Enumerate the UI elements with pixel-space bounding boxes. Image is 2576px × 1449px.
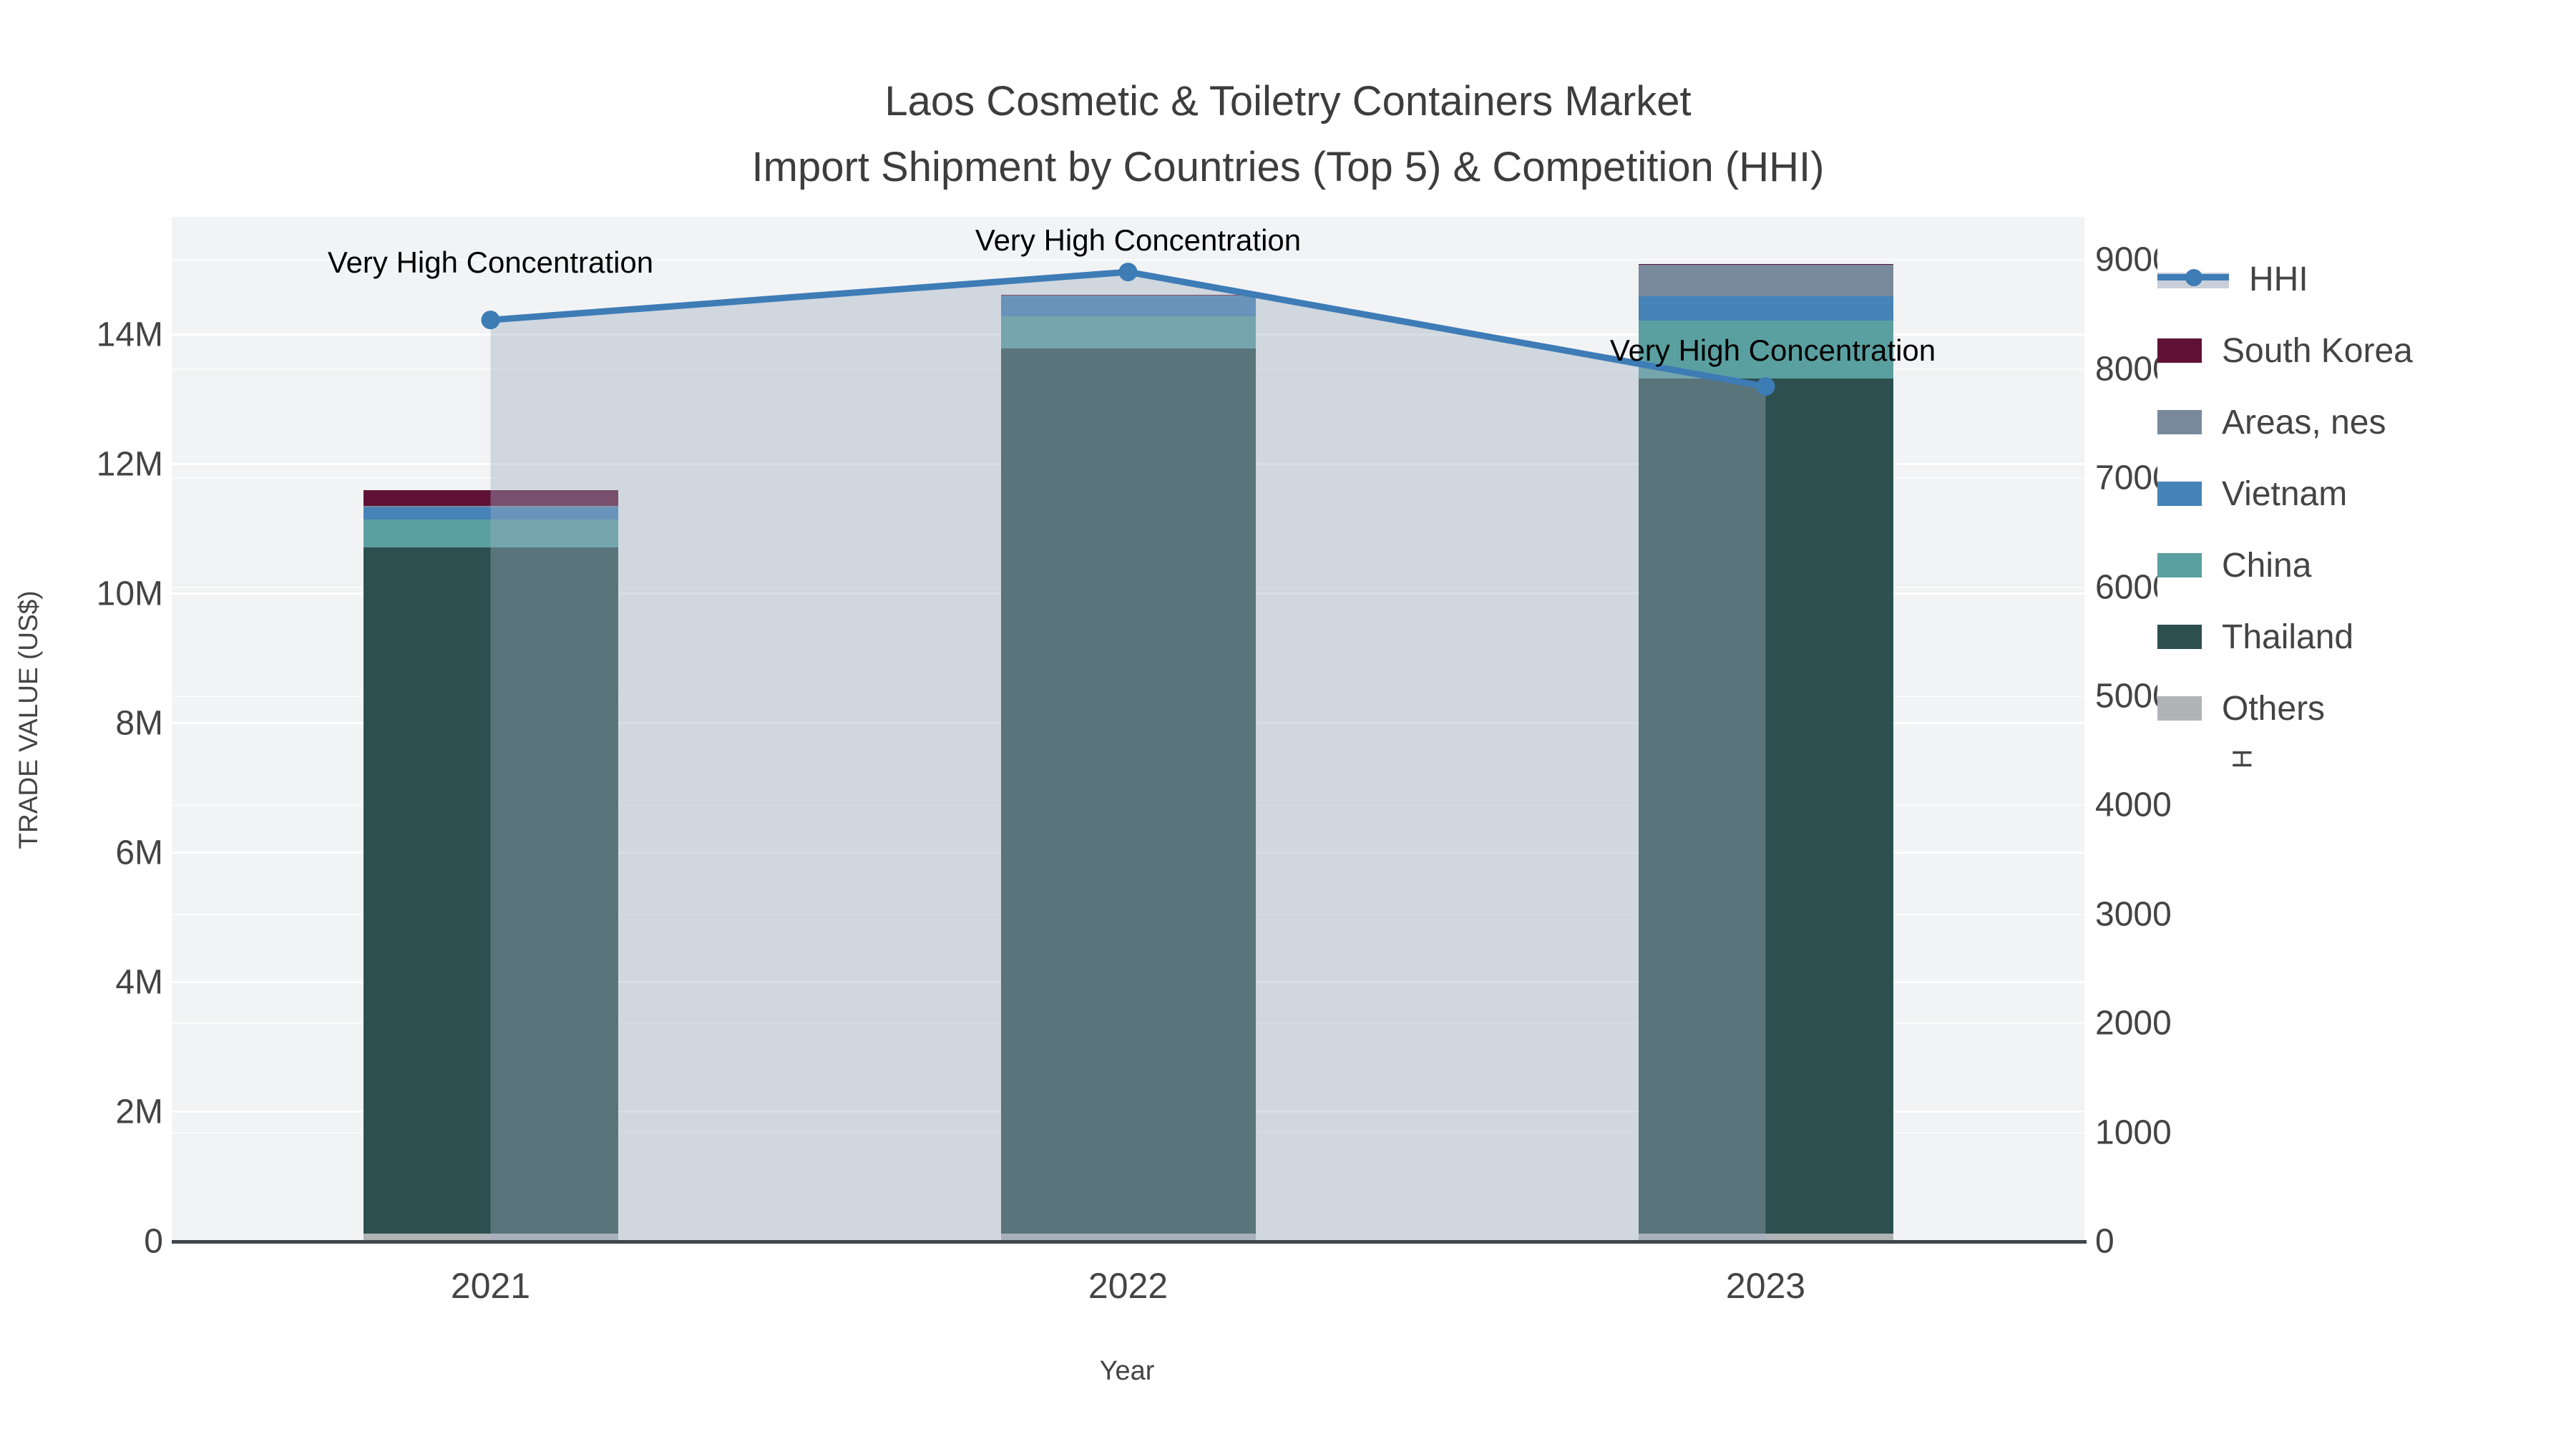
y-left-axis-title: TRADE VALUE (US$) [14, 590, 43, 849]
legend-swatch-icon [2157, 338, 2202, 363]
legend-item-hhi[interactable]: HHI [2157, 243, 2569, 315]
annotation-2023: Very High Concentration [1609, 333, 1936, 368]
annotation-2022: Very High Concentration [975, 223, 1302, 258]
bar-segment-south-korea-2021[interactable] [363, 489, 618, 506]
y-right-tick-label: 0 [2095, 1222, 2114, 1261]
legend-item-thailand[interactable]: Thailand [2157, 601, 2569, 673]
bar-segment-south-korea-2023[interactable] [1638, 264, 1893, 265]
bar-segment-vietnam-2023[interactable] [1638, 296, 1893, 321]
bar-segment-south-korea-2022[interactable] [1000, 294, 1256, 296]
y-left-tick-label: 2M [115, 1093, 163, 1131]
y-left-tick-label: 12M [96, 445, 163, 484]
legend-label: HHI [2249, 260, 2308, 298]
legend-label: South Korea [2222, 331, 2413, 370]
legend-label: China [2222, 546, 2312, 585]
bar-segment-thailand-2022[interactable] [1000, 348, 1256, 1234]
y-left-tick-label: 6M [115, 834, 163, 872]
bar-segment-areas-nes-2023[interactable] [1638, 264, 1893, 297]
bar-segment-vietnam-2022[interactable] [1000, 296, 1256, 317]
y-right-tick-label: 3000 [2095, 895, 2172, 934]
hhi-point-2021[interactable] [481, 311, 500, 330]
legend-item-others[interactable]: Others [2157, 673, 2569, 744]
annotation-2021: Very High Concentration [327, 245, 654, 280]
legend-label: Others [2222, 689, 2326, 728]
legend-label: Thailand [2222, 618, 2354, 656]
chart-title-line2: Import Shipment by Countries (Top 5) & C… [751, 144, 1825, 190]
y-left-tick-label: 4M [115, 963, 163, 1002]
bar-segment-others-2022[interactable] [1000, 1234, 1256, 1241]
hhi-line-icon [2157, 267, 2229, 291]
legend-label: Vietnam [2222, 474, 2348, 513]
y-right-tick-label: 1000 [2095, 1113, 2172, 1152]
bar-segment-thailand-2023[interactable] [1638, 379, 1893, 1234]
legend-item-vietnam[interactable]: Vietnam [2157, 458, 2569, 530]
legend-item-china[interactable]: China [2157, 530, 2569, 601]
y-left-tick-label: 0 [144, 1222, 163, 1261]
hhi-line-layer [481, 263, 1775, 1241]
bar-segment-china-2022[interactable] [1000, 316, 1256, 348]
legend-swatch-icon [2157, 696, 2202, 721]
bar-segment-vietnam-2021[interactable] [363, 507, 618, 519]
x-tick-label-2023: 2023 [1725, 1266, 1806, 1306]
chart-title-line1: Laos Cosmetic & Toiletry Containers Mark… [884, 78, 1692, 125]
hhi-point-2023[interactable] [1756, 377, 1775, 396]
bar-segment-thailand-2021[interactable] [363, 547, 618, 1234]
legend-item-south-korea[interactable]: South Korea [2157, 315, 2569, 386]
x-axis-title: Year [1099, 1356, 1155, 1386]
y-left-tick-label: 14M [96, 316, 163, 354]
legend-item-areas-nes[interactable]: Areas, nes [2157, 386, 2569, 458]
bar-segment-china-2021[interactable] [363, 519, 618, 547]
hhi-area-fill [490, 272, 1766, 1241]
chart-title: Laos Cosmetic & Toiletry Containers Mark… [0, 69, 2576, 200]
y-right-tick-label: 4000 [2095, 786, 2172, 824]
x-tick-label-2022: 2022 [1088, 1266, 1169, 1306]
legend-swatch-icon [2157, 410, 2202, 434]
legend: HHI South Korea Areas, nes Vietnam China Thai… [2157, 236, 2569, 751]
x-axis-line [172, 1240, 2087, 1244]
legend-swatch-icon [2157, 553, 2202, 577]
y-left-tick-label: 8M [115, 704, 163, 743]
y-left-tick-label: 10M [96, 575, 163, 613]
bar-segment-others-2023[interactable] [1638, 1234, 1893, 1241]
legend-swatch-icon [2157, 482, 2202, 506]
y-right-tick-label: 2000 [2095, 1004, 2172, 1043]
x-tick-label-2021: 2021 [450, 1266, 531, 1306]
bar-segment-areas-nes-2021[interactable] [363, 505, 618, 507]
hhi-point-2022[interactable] [1118, 263, 1138, 282]
bar-segment-others-2021[interactable] [363, 1234, 618, 1241]
legend-label: Areas, nes [2222, 403, 2386, 441]
gridline-hhi-9000 [172, 259, 2084, 261]
legend-swatch-icon [2157, 625, 2202, 649]
